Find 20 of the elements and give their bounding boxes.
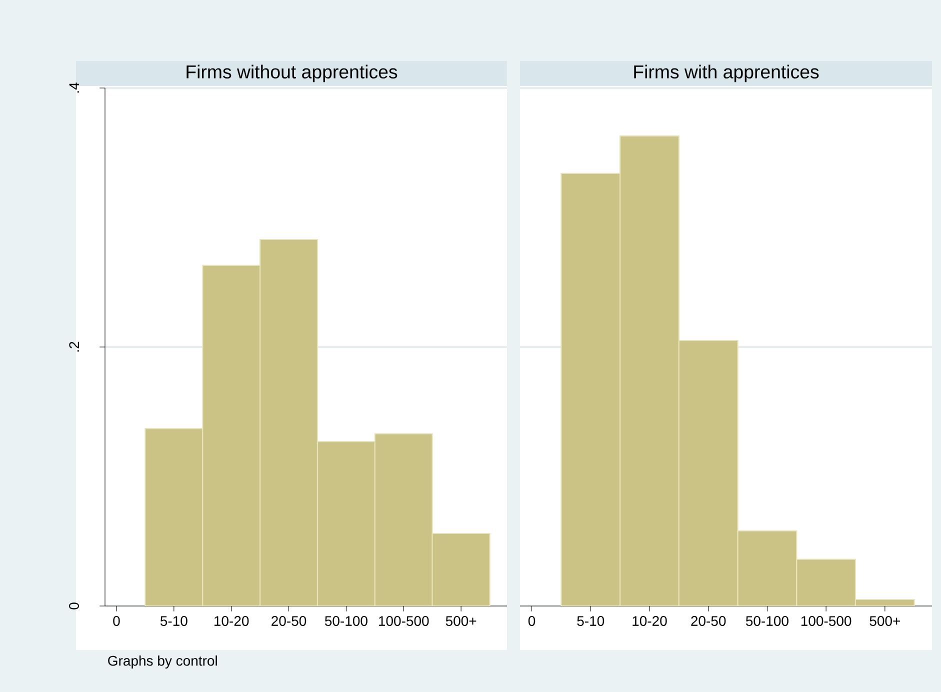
x-tick-label: 500+ [870, 616, 900, 626]
x-tick-label: 50-100 [324, 616, 368, 626]
x-tick-label: 5-10 [160, 616, 188, 626]
x-tick-label: 20-50 [272, 616, 306, 626]
x-tick-label: 0 [113, 616, 120, 626]
x-tick-label: 0 [528, 616, 536, 626]
x-tick-label: 100-500 [801, 616, 852, 626]
x-tick-label: 50-100 [746, 616, 788, 626]
y-tick-label: .4 [69, 82, 79, 93]
x-tick-label: 100-500 [379, 616, 429, 626]
x-tick-label: 20-50 [691, 616, 726, 626]
y-tick-label: .2 [69, 342, 79, 352]
y-tick-label: 0 [69, 602, 79, 610]
x-tick-label: 10-20 [214, 616, 249, 626]
x-tick-label: 5-10 [577, 616, 604, 626]
x-tick-label: 10-20 [632, 616, 667, 626]
text: Graphs by control [108, 655, 217, 669]
x-tick-label: 500+ [446, 616, 476, 626]
chart-title: Firms with apprentices [634, 64, 819, 82]
chart-title: Firms without apprentices [186, 64, 398, 82]
